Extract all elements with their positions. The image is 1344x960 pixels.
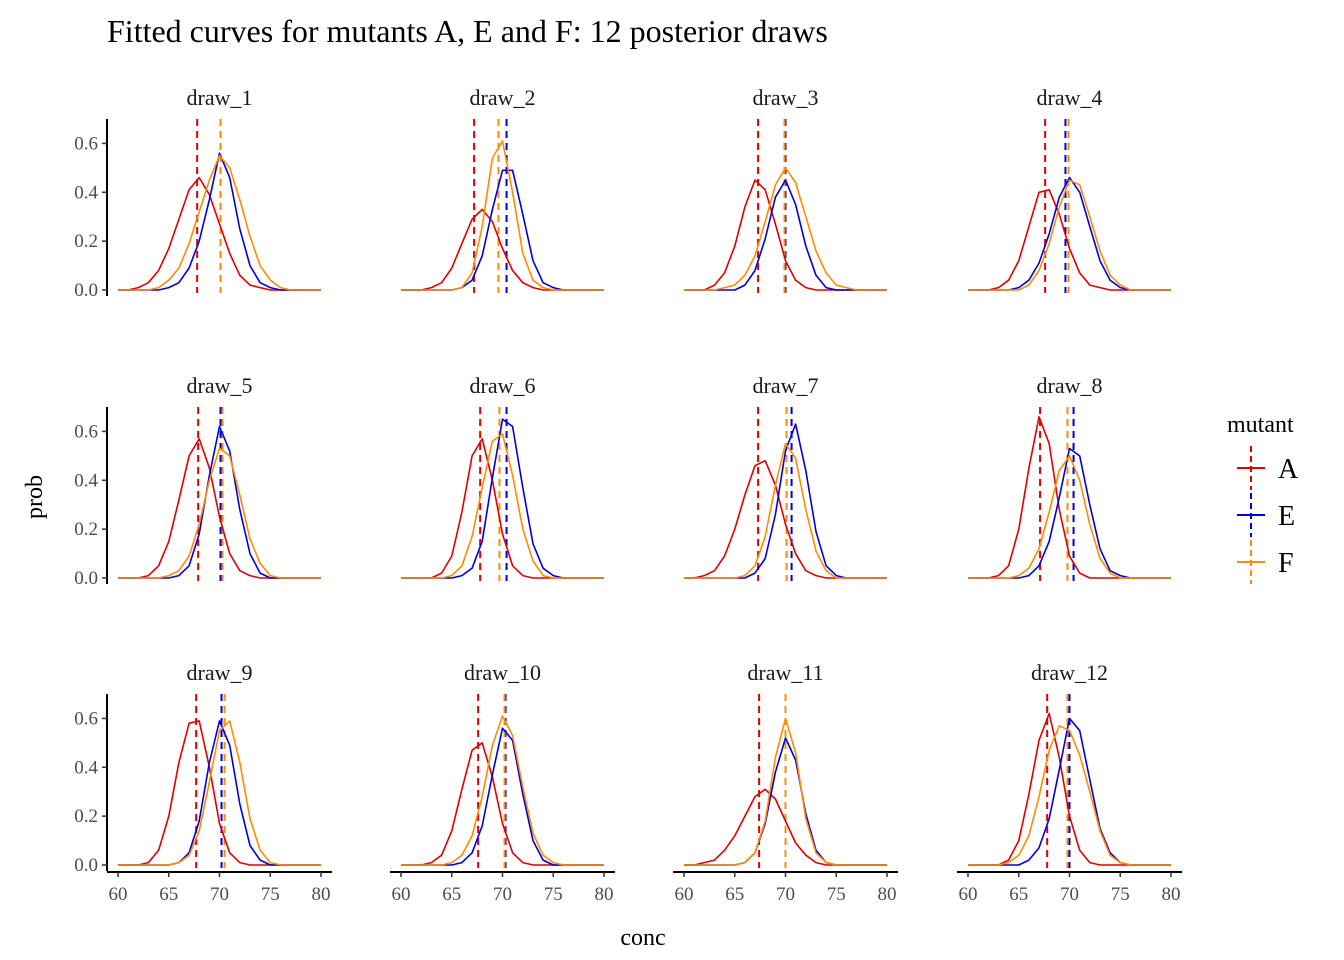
series-line-F <box>118 154 321 291</box>
series-line-F <box>118 720 321 866</box>
x-axis-title: conc <box>620 925 665 951</box>
series-line-F <box>401 715 604 866</box>
legend-label: E <box>1278 501 1295 532</box>
series-line-F <box>968 179 1171 291</box>
legend-item-A: A <box>1237 446 1299 490</box>
panel-draw_8: draw_8 <box>968 373 1171 581</box>
panel-strip-label: draw_3 <box>753 85 819 110</box>
legend-items: AEF <box>1237 446 1299 584</box>
panel-strip-label: draw_10 <box>464 660 541 685</box>
series-line-E <box>968 176 1171 291</box>
x-tick-label: 65 <box>159 884 178 905</box>
y-tick-label: 0.2 <box>74 806 98 827</box>
y-tick-label: 0.0 <box>74 568 98 589</box>
y-tick-label: 0.0 <box>74 855 98 876</box>
y-tick-label: 0.6 <box>74 421 98 442</box>
panel-draw_6: draw_6 <box>401 373 604 581</box>
series-line-A <box>401 437 604 579</box>
y-tick-label: 0.4 <box>74 470 98 491</box>
x-tick-label: 65 <box>442 884 461 905</box>
series-line-E <box>401 169 604 291</box>
y-tick-label: 0.4 <box>74 182 98 203</box>
panel-strip-label: draw_9 <box>187 660 253 685</box>
panel-strip-label: draw_5 <box>187 373 253 398</box>
x-tick-label: 80 <box>1162 884 1181 905</box>
y-tick-label: 0.6 <box>74 708 98 729</box>
series-line-A <box>118 176 321 291</box>
panel-strip-label: draw_8 <box>1037 373 1103 398</box>
panel-draw_9: draw_9 0.0 0.2 0.4 0.6 60 65 70 75 80 <box>74 660 332 905</box>
series-line-A <box>401 742 604 866</box>
y-tick-label: 0.0 <box>74 280 98 301</box>
panel-draw_2: draw_2 <box>401 85 604 293</box>
panel-draw_3: draw_3 <box>684 85 887 293</box>
x-tick-label: 80 <box>595 884 614 905</box>
panel-draw_7: draw_7 <box>684 373 887 581</box>
panel-strip-label: draw_4 <box>1037 85 1103 110</box>
panel-strip-label: draw_1 <box>187 85 253 110</box>
series-line-E <box>968 447 1171 579</box>
legend-item-F: F <box>1237 540 1294 584</box>
x-tick-label: 70 <box>493 884 512 905</box>
y-tick-label: 0.4 <box>74 757 98 778</box>
series-line-F <box>401 140 604 291</box>
chart-title: Fitted curves for mutants A, E and F: 12… <box>107 13 828 49</box>
panel-strip-label: draw_6 <box>470 373 536 398</box>
panel-strip-label: draw_12 <box>1031 660 1108 685</box>
panel-draw_5: draw_5 0.0 0.2 0.4 0.6 <box>74 373 321 589</box>
legend-item-E: E <box>1237 493 1295 537</box>
x-tick-label: 60 <box>109 884 128 905</box>
x-tick-label: 80 <box>878 884 897 905</box>
series-line-A <box>968 189 1171 291</box>
y-tick-label: 0.2 <box>74 231 98 252</box>
series-line-F <box>118 447 321 579</box>
series-line-E <box>118 720 321 866</box>
series-line-E <box>401 418 604 579</box>
series-line-A <box>118 437 321 579</box>
x-tick-label: 80 <box>312 884 331 905</box>
x-tick-label: 70 <box>210 884 229 905</box>
legend-label: A <box>1278 454 1299 485</box>
x-tick-label: 75 <box>1111 884 1130 905</box>
series-line-F <box>684 442 887 579</box>
panel-draw_10: draw_10 60 65 70 75 80 <box>390 660 615 905</box>
x-tick-label: 60 <box>959 884 978 905</box>
series-line-E <box>684 423 887 579</box>
x-tick-label: 60 <box>675 884 694 905</box>
series-line-A <box>401 208 604 291</box>
y-tick-label: 0.6 <box>74 133 98 154</box>
series-line-F <box>968 724 1171 866</box>
x-tick-label: 75 <box>827 884 846 905</box>
series-line-F <box>968 455 1171 579</box>
panel-draw_11: draw_11 60 65 70 75 80 <box>673 660 898 905</box>
panel-strip-label: draw_2 <box>470 85 536 110</box>
panel-draw_1: draw_1 0.0 0.2 0.4 0.6 <box>74 85 321 301</box>
series-line-A <box>118 720 321 866</box>
series-line-A <box>684 459 887 579</box>
legend-title: mutant <box>1227 412 1294 438</box>
panel-draw_12: draw_12 60 65 70 75 80 <box>957 660 1182 905</box>
x-tick-label: 60 <box>392 884 411 905</box>
series-line-A <box>968 415 1171 579</box>
y-tick-label: 0.2 <box>74 519 98 540</box>
panel-draw_4: draw_4 <box>968 85 1171 293</box>
x-tick-label: 65 <box>725 884 744 905</box>
panel-strip-label: draw_11 <box>747 660 823 685</box>
x-tick-label: 70 <box>776 884 795 905</box>
series-line-F <box>401 433 604 579</box>
x-tick-label: 65 <box>1009 884 1028 905</box>
x-tick-label: 75 <box>261 884 280 905</box>
series-line-F <box>684 167 887 291</box>
y-axis-title: prob <box>22 475 48 519</box>
series-line-E <box>401 727 604 866</box>
legend: mutant AEF <box>1227 412 1299 584</box>
x-tick-label: 70 <box>1060 884 1079 905</box>
panel-strip-label: draw_7 <box>753 373 819 398</box>
series-line-F <box>684 717 887 866</box>
x-tick-label: 75 <box>544 884 563 905</box>
legend-label: F <box>1278 548 1294 579</box>
